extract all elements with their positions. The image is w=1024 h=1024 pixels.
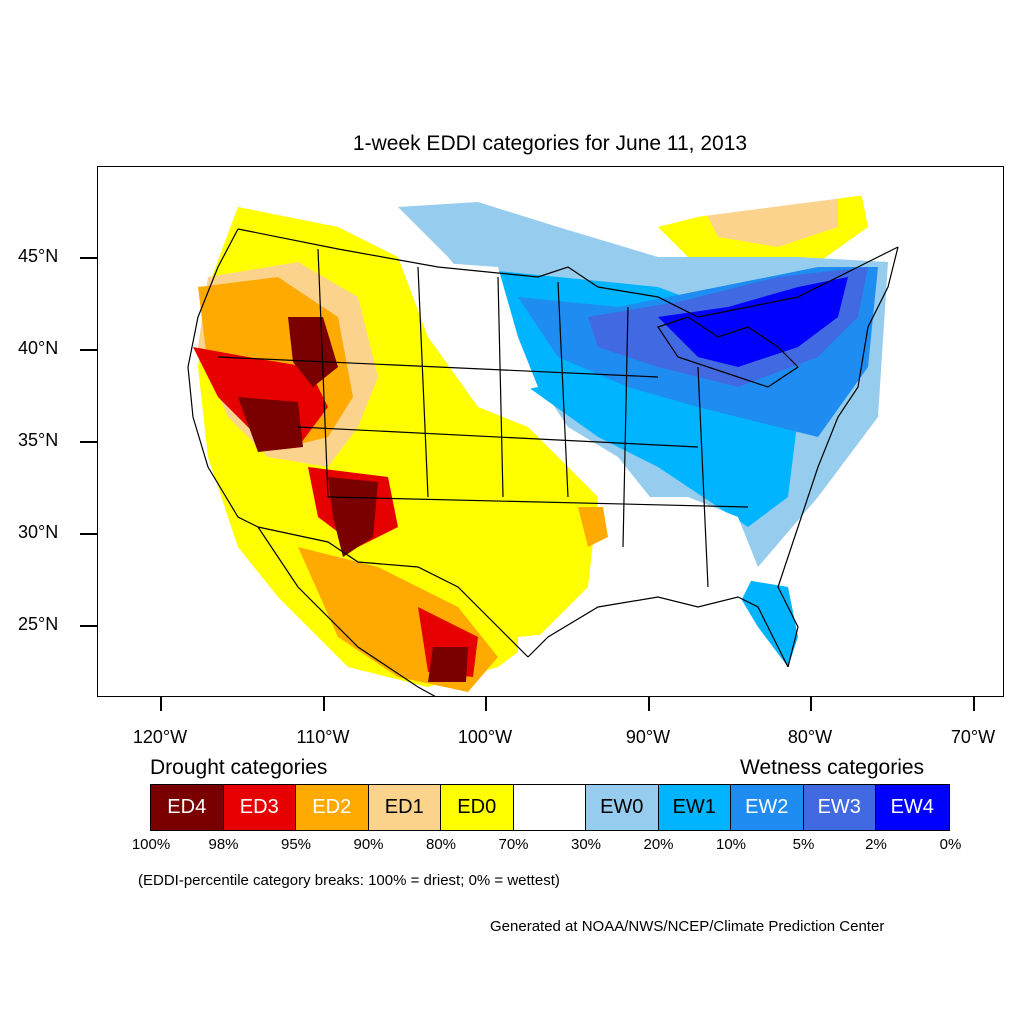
lon-tick [648,697,650,711]
lon-tick [160,697,162,711]
credit-text: Generated at NOAA/NWS/NCEP/Climate Predi… [490,918,885,935]
drought-categories-heading: Drought categories [150,756,328,779]
category-breaks-note: (EDDI-percentile category breaks: 100% =… [138,872,560,889]
legend-break-label: 30% [570,836,602,853]
legend-bar: ED4 ED3 ED2 ED1 ED0 EW0 EW1 EW2 EW3 EW4 [150,784,950,831]
legend-box-ew3: EW3 [803,785,876,830]
legend-break-label: 70% [498,836,529,853]
legend-break-label: 95% [280,836,312,853]
ed2-east [578,507,608,547]
map-title: 1-week EDDI categories for June 11, 2013 [352,132,748,155]
lon-label-80: 80°W [787,727,833,747]
wetness-categories-heading: Wetness categories [740,756,925,779]
eddi-map [98,167,1003,696]
lat-tick [80,625,97,627]
lon-label-120: 120°W [132,727,188,747]
white-gulf [518,617,738,696]
legend-break-label: 0% [939,836,962,853]
lat-tick [80,533,97,535]
us-canada-border [237,228,899,318]
map-frame [97,166,1004,697]
lon-label-110: 110°W [296,727,350,747]
lon-label-100: 100°W [457,727,513,747]
legend-break-label: 98% [208,836,239,853]
lat-label-25: 25°N [18,614,59,634]
white-ocean-west [98,167,317,696]
lon-tick [323,697,325,711]
great-lakes [657,316,799,388]
legend-box-ew2: EW2 [731,785,804,830]
legend-break-label: 2% [865,836,887,853]
lon-label-70: 70°W [950,727,996,747]
legend-break-label: 5% [792,836,815,853]
lat-label-30: 30°N [18,522,59,542]
white-north [198,167,1003,222]
lon-label-90: 90°W [625,727,671,747]
legend-box-ed2: ED2 [296,785,369,830]
wetness-regions [398,202,888,667]
lat-label-40: 40°N [18,338,59,358]
white-midwest [418,262,538,397]
lat-tick [80,257,97,259]
coast-west [187,228,259,528]
ew4-region [658,277,848,367]
white-ocean-east [798,167,1003,696]
lon-tick [485,697,487,711]
legend-box-ew4: EW4 [876,785,949,830]
legend-box-ed1: ED1 [368,785,441,830]
legend-break-label: 10% [715,836,747,853]
legend-break-label: 100% [131,836,171,853]
legend-box-ew0: EW0 [586,785,659,830]
white-areas [98,167,1003,696]
us-mexico-border [257,526,529,658]
legend-break-label: 80% [425,836,457,853]
legend-box-normal [513,785,586,830]
white-southeast [618,497,758,607]
lat-label-45: 45°N [18,246,59,266]
ed4-d [428,647,468,682]
state-lines-2 [217,356,749,508]
ew-florida [728,577,798,667]
boundaries [187,228,899,696]
legend-break-label: 20% [643,836,674,853]
legend-box-ed3: ED3 [223,785,296,830]
lat-tick [80,349,97,351]
mexico-coast [257,526,436,696]
lon-tick [973,697,975,711]
legend-box-ed4: ED4 [151,785,224,830]
state-lines-1 [317,248,709,588]
legend-break-label: 90% [353,836,384,853]
ed4-b [238,397,303,452]
legend-box-ew1: EW1 [658,785,731,830]
lat-tick [80,441,97,443]
coast-gulf [527,596,789,668]
ed4-region [288,317,338,387]
lat-label-35: 35°N [18,430,59,450]
lon-tick [810,697,812,711]
legend-box-ed0: ED0 [441,785,514,830]
coast-east [777,246,899,668]
